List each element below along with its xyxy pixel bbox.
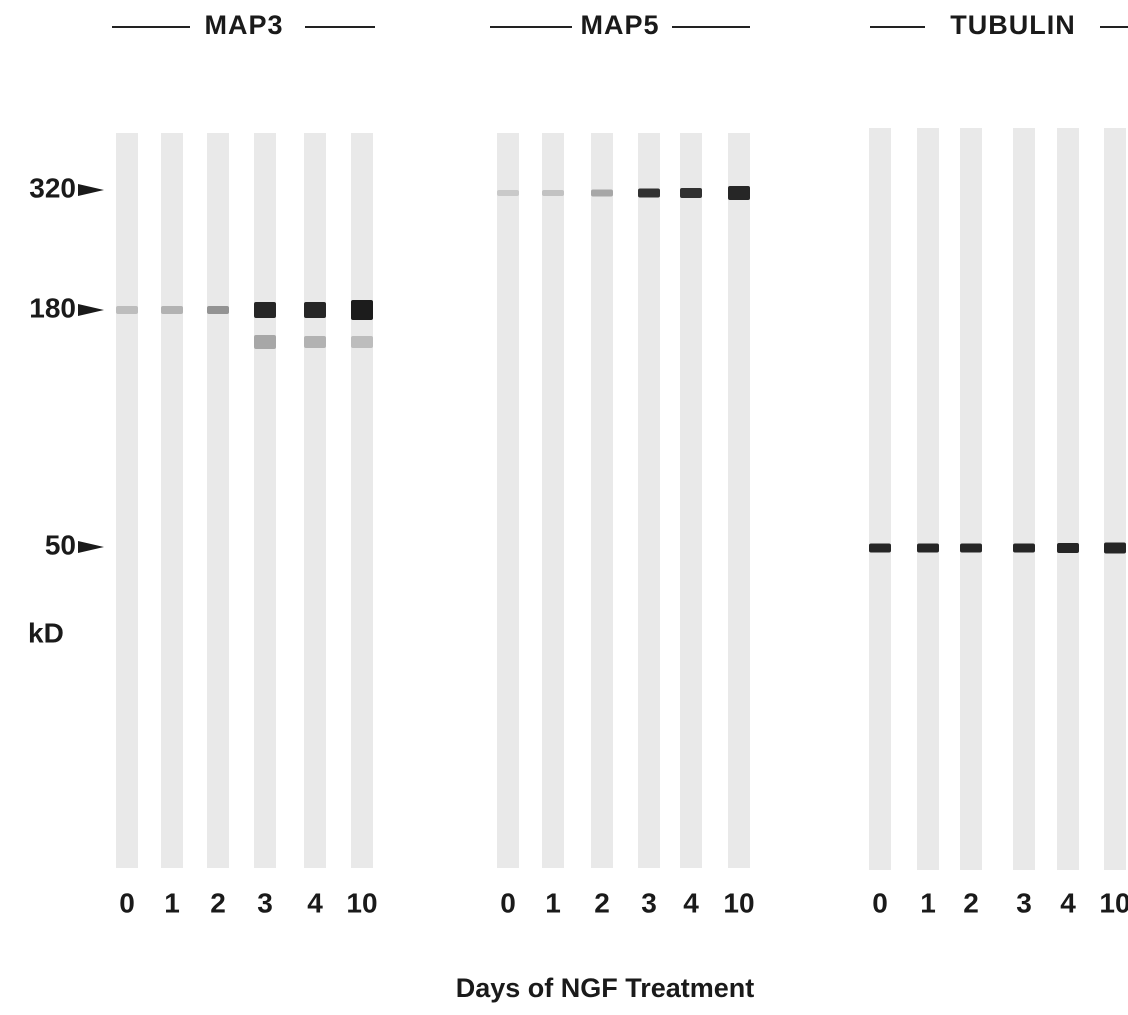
lane-label: 4 bbox=[307, 887, 323, 918]
gel-lane bbox=[917, 128, 939, 870]
gel-lane bbox=[869, 128, 891, 870]
marker-label: 320 bbox=[29, 172, 76, 203]
lane-label: 3 bbox=[1016, 887, 1032, 918]
panel-title: MAP5 bbox=[580, 10, 659, 40]
blot-figure: Days of NGF Treatment kD MAP30123410MAP5… bbox=[0, 0, 1128, 1015]
lane-label: 0 bbox=[119, 887, 135, 918]
protein-band bbox=[680, 188, 702, 198]
marker-arrow bbox=[78, 541, 104, 553]
protein-band bbox=[351, 300, 373, 320]
lane-label: 1 bbox=[920, 887, 936, 918]
lane-label: 2 bbox=[963, 887, 979, 918]
gel-lane bbox=[728, 133, 750, 868]
gel-lane bbox=[254, 133, 276, 868]
gel-lane bbox=[497, 133, 519, 868]
gel-lane bbox=[591, 133, 613, 868]
protein-band bbox=[542, 190, 564, 196]
gel-lane bbox=[680, 133, 702, 868]
lane-label: 4 bbox=[683, 887, 699, 918]
lane-label: 1 bbox=[164, 887, 180, 918]
protein-band bbox=[304, 302, 326, 318]
gel-lane bbox=[116, 133, 138, 868]
marker-arrow bbox=[78, 184, 104, 196]
gel-lane bbox=[1104, 128, 1126, 870]
gel-lane bbox=[207, 133, 229, 868]
gel-lane bbox=[161, 133, 183, 868]
gel-lane bbox=[351, 133, 373, 868]
lane-label: 4 bbox=[1060, 887, 1076, 918]
protein-band bbox=[254, 335, 276, 349]
marker-label: 50 bbox=[45, 529, 76, 560]
axis-title: Days of NGF Treatment bbox=[456, 973, 755, 1003]
protein-band bbox=[960, 544, 982, 553]
gel-lane bbox=[1057, 128, 1079, 870]
unit-label: kD bbox=[28, 617, 64, 648]
protein-band bbox=[497, 190, 519, 196]
lane-label: 3 bbox=[257, 887, 273, 918]
lane-label: 2 bbox=[594, 887, 610, 918]
lane-label: 10 bbox=[346, 887, 377, 918]
gel-lane bbox=[960, 128, 982, 870]
protein-band bbox=[1057, 543, 1079, 553]
lane-label: 10 bbox=[1099, 887, 1128, 918]
protein-band bbox=[638, 189, 660, 198]
gel-lane bbox=[638, 133, 660, 868]
lane-label: 10 bbox=[723, 887, 754, 918]
marker-label: 180 bbox=[29, 292, 76, 323]
gel-lane bbox=[304, 133, 326, 868]
lane-label: 1 bbox=[545, 887, 561, 918]
page: {"markers": ["320", "180", "50"], "unit"… bbox=[0, 0, 1128, 1015]
protein-band bbox=[207, 306, 229, 314]
protein-band bbox=[161, 306, 183, 314]
lane-label: 3 bbox=[641, 887, 657, 918]
protein-band bbox=[304, 336, 326, 348]
lane-label: 0 bbox=[872, 887, 888, 918]
lane-label: 2 bbox=[210, 887, 226, 918]
protein-band bbox=[1104, 543, 1126, 554]
protein-band bbox=[1013, 544, 1035, 553]
protein-band bbox=[869, 544, 891, 553]
panel-title: TUBULIN bbox=[950, 10, 1075, 40]
lane-label: 0 bbox=[500, 887, 516, 918]
protein-band bbox=[254, 302, 276, 318]
protein-band bbox=[351, 336, 373, 348]
gel-lane bbox=[542, 133, 564, 868]
panel-title: MAP3 bbox=[204, 10, 283, 40]
gel-lane bbox=[1013, 128, 1035, 870]
marker-arrow bbox=[78, 304, 104, 316]
protein-band bbox=[728, 186, 750, 200]
protein-band bbox=[116, 306, 138, 314]
protein-band bbox=[591, 190, 613, 197]
protein-band bbox=[917, 544, 939, 553]
